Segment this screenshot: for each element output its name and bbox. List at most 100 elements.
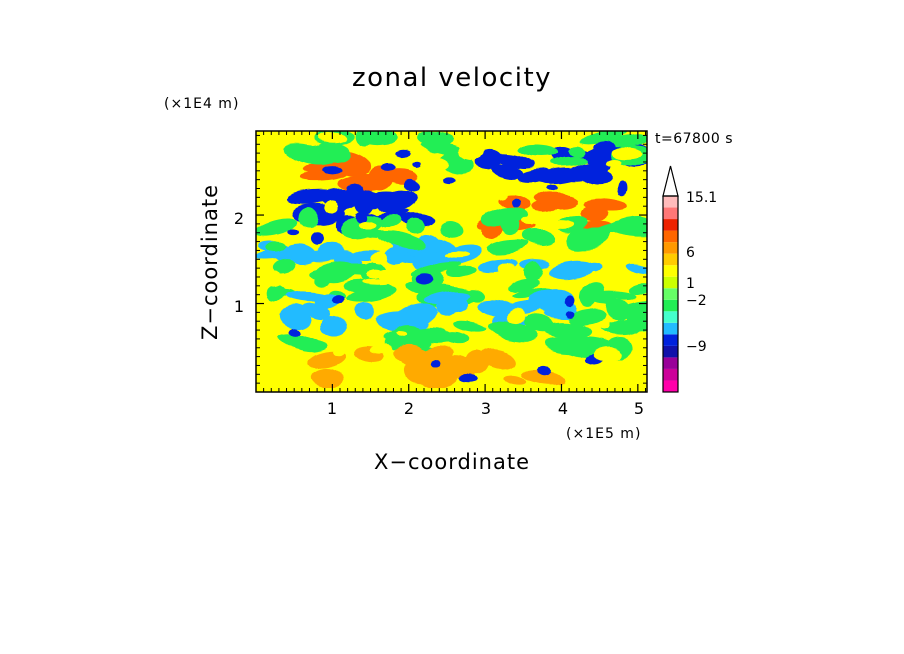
contour-blob (439, 221, 463, 241)
colorbar-label: 6 (686, 245, 695, 261)
contour-blob (543, 218, 561, 229)
contour-blob (413, 160, 422, 167)
contour-blob (506, 309, 526, 325)
contour-blob (288, 327, 300, 337)
y-tick-label-1: 1 (234, 297, 244, 316)
colorbar-segment (663, 230, 678, 243)
contour-blob (369, 345, 393, 354)
contour-blob (594, 347, 623, 361)
contour-blob (326, 200, 340, 215)
contour-blob (265, 241, 286, 253)
contour-blob (378, 267, 406, 283)
y-axis-label: Z−coordinate (198, 184, 222, 340)
colorbar-label: −2 (686, 293, 707, 309)
contour-blob (312, 369, 343, 388)
colorbar-segment (663, 334, 678, 346)
contour-blob (403, 177, 420, 191)
contour-blob (524, 314, 555, 335)
contour-blob (303, 341, 328, 352)
contour-blob (565, 228, 595, 250)
contour-blob (395, 149, 410, 158)
contour-blob (414, 274, 434, 285)
colorbar-segment (663, 357, 678, 369)
contour-blob (478, 299, 514, 316)
x-scale-label: (×1E5 m) (566, 426, 641, 442)
contour-blob (370, 250, 388, 264)
contour-blob (363, 171, 392, 189)
colorbar-segment (663, 299, 678, 312)
x-axis-label: X−coordinate (374, 450, 530, 474)
contour-blob (625, 264, 647, 276)
colorbar-segment (663, 242, 678, 254)
contour-blob (521, 216, 537, 225)
contour-blob (521, 369, 564, 386)
contour-blob (578, 202, 609, 222)
contour-blob (377, 232, 427, 250)
contour-blob (279, 305, 312, 328)
contour-blob (529, 289, 575, 309)
contour-blob (304, 250, 332, 262)
contour-blob (287, 189, 340, 204)
contour-blob (549, 157, 590, 167)
colorbar-segment (663, 219, 678, 231)
contour-blob (354, 302, 375, 322)
contour-blob (548, 183, 559, 191)
contour-blob (568, 308, 606, 326)
contour-blob (443, 177, 456, 186)
contour-field (256, 131, 647, 392)
contour-blob (520, 228, 554, 247)
contour-blob (446, 266, 476, 277)
colorbar-segment (663, 265, 678, 277)
contour-blob (302, 305, 333, 319)
contour-blob (258, 191, 288, 206)
contour-blob (444, 251, 468, 259)
contour-blob (591, 221, 638, 235)
contour-blob (318, 316, 346, 337)
colorbar-segment (663, 207, 678, 220)
colorbar-label: 1 (686, 276, 695, 292)
contour-blob (604, 297, 632, 319)
contour-blob (285, 291, 334, 304)
contour-blob (346, 182, 362, 192)
contour-blob (264, 271, 283, 287)
contour-blob (481, 209, 529, 226)
chart-title: zonal velocity (352, 63, 552, 93)
contour-blob (493, 154, 534, 169)
contour-blob (497, 189, 508, 202)
contour-blob (256, 217, 299, 238)
x-tick-label-3: 3 (481, 399, 491, 418)
contour-blob (492, 164, 523, 180)
contour-blob (504, 375, 527, 386)
contour-blob (404, 356, 439, 381)
contour-blob (300, 207, 321, 229)
contour-blob (267, 168, 279, 176)
contour-blob (459, 143, 485, 160)
contour-blob (512, 199, 523, 210)
contour-blob (458, 375, 479, 383)
contour-blob (332, 293, 345, 306)
contour-blob (395, 330, 407, 337)
contour-blob (453, 321, 486, 334)
contour-blob (422, 137, 445, 153)
contour-blob (430, 360, 441, 369)
contour-blob (584, 281, 606, 298)
contour-blob (615, 242, 628, 259)
contour-blob (310, 231, 324, 246)
contour-blob (536, 192, 576, 207)
colorbar-segment (663, 380, 678, 392)
contour-blob (272, 259, 296, 274)
contour-blob (380, 163, 397, 171)
contour-blob (565, 294, 575, 307)
colorbar-label: 15.1 (686, 190, 717, 206)
contour-blob (595, 140, 616, 152)
contour-blob (421, 155, 450, 172)
contour-blob (564, 310, 573, 318)
x-tick-label-1: 1 (327, 399, 337, 418)
colorbar-segment (663, 311, 678, 323)
contour-blob (333, 346, 346, 357)
contour-blob (569, 144, 588, 159)
contour-blob (525, 260, 544, 280)
colorbar-segment (663, 368, 678, 381)
contour-blob (416, 235, 440, 256)
contour-blob (356, 210, 368, 222)
